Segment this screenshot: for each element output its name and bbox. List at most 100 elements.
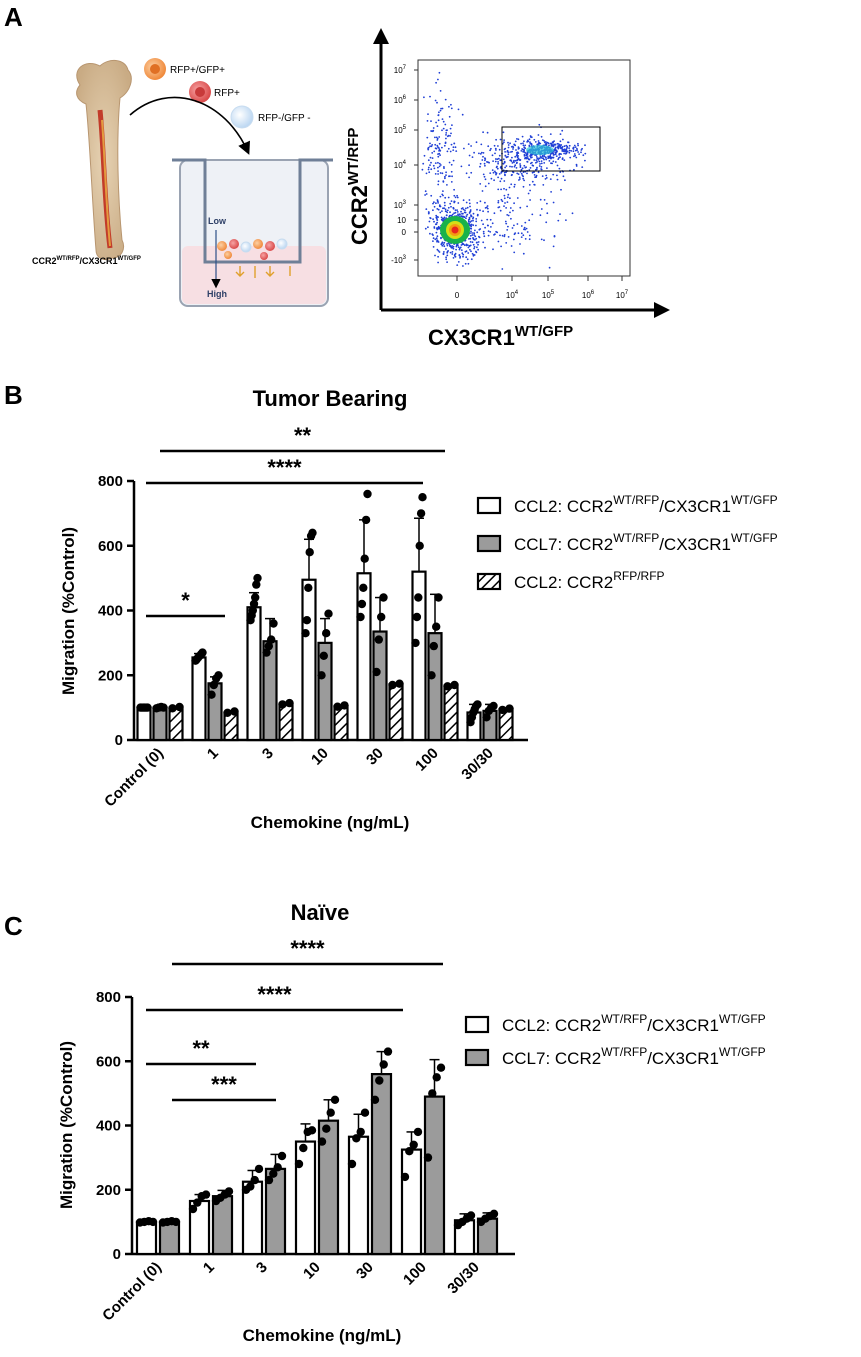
flow-event-dot [528, 238, 531, 241]
flow-event-dot [539, 163, 541, 165]
flow-event-dot [518, 158, 520, 161]
flow-event-dot [507, 225, 509, 228]
flow-event-dot [563, 152, 565, 155]
flow-event-dot [544, 141, 547, 143]
data-point [428, 1089, 437, 1098]
flow-event-dot [467, 222, 470, 225]
flow-event-dot [506, 214, 509, 216]
flow-event-dot [457, 261, 460, 263]
data-point [413, 1127, 423, 1137]
flow-event-dot [519, 164, 522, 167]
flow-event-dot [433, 167, 436, 170]
flow-event-dot [437, 250, 440, 252]
flow-event-dot [546, 167, 548, 170]
flow-event-dot [476, 231, 479, 234]
flow-event-dot [513, 233, 516, 236]
flow-event-dot [436, 101, 438, 104]
bar [400, 1148, 423, 1256]
flow-event-dot [497, 176, 499, 179]
flow-event-dot [531, 171, 534, 174]
flow-event-dot [479, 165, 481, 168]
flow-event-dot [424, 227, 427, 230]
flow-event-dot [463, 147, 465, 150]
flow-event-dot [451, 251, 454, 253]
data-point [262, 648, 271, 657]
flow-event-dot [482, 230, 485, 233]
flow-event-dot [538, 123, 541, 126]
flow-event-dot [434, 254, 436, 257]
flow-event-dot [503, 148, 506, 151]
flow-event-dot [520, 168, 523, 171]
flow-event-dot [452, 159, 455, 162]
cell-nucleus-icon [150, 64, 160, 74]
flow-event-dot [460, 249, 463, 252]
data-point [415, 541, 424, 550]
flow-event-dot [478, 228, 481, 231]
flow-event-dot [535, 156, 538, 158]
flow-event-dot [468, 199, 471, 201]
flow-event-dot [473, 232, 475, 234]
flow-event-dot [530, 143, 533, 146]
flow-event-dot [533, 159, 536, 161]
flow-event-dot [450, 143, 453, 146]
flow-event-dot [523, 151, 526, 154]
flow-event-dot [538, 160, 541, 163]
data-point [277, 1151, 287, 1161]
flow-event-dot [438, 162, 441, 165]
flow-event-dot [429, 156, 432, 159]
flow-event-dot [514, 155, 517, 158]
x-tick-label: 3 [253, 1259, 271, 1277]
flow-event-dot [506, 149, 509, 152]
bar [347, 1135, 370, 1256]
flow-event-dot [478, 152, 480, 155]
flow-event-dot [529, 162, 532, 165]
flow-event-dot [498, 148, 501, 151]
flow-event-dot [548, 160, 551, 162]
y-tick-label: 400 [96, 1118, 121, 1135]
x-tick-label: 1 [204, 745, 222, 763]
flow-event-dot [494, 147, 497, 150]
flow-event-dot [496, 158, 499, 161]
bar [278, 702, 294, 742]
flow-event-dot [503, 197, 506, 200]
flow-event-dot [550, 162, 552, 165]
flow-event-dot [516, 138, 518, 140]
flow-event-dot [472, 237, 474, 239]
flow-event-dot [543, 199, 546, 201]
flow-event-dot [561, 129, 564, 132]
flow-event-dot [437, 173, 439, 175]
data-point [330, 1095, 340, 1105]
flow-event-dot [519, 206, 522, 209]
flow-event-dot [456, 209, 458, 212]
flow-event-dot [498, 154, 501, 157]
data-point [317, 671, 326, 680]
data-point [143, 703, 152, 712]
flow-event-dot [522, 171, 525, 174]
data-point [246, 1182, 255, 1191]
flow-event-dot [500, 171, 503, 173]
flow-event-dot [424, 194, 426, 196]
flow-event-dot [512, 148, 514, 150]
flow-event-dot [475, 220, 478, 223]
flow-event-dot [522, 252, 525, 255]
data-point [498, 705, 507, 715]
flow-event-dot [501, 200, 504, 203]
flow-event-dot [549, 178, 552, 181]
flow-event-dot [543, 239, 545, 242]
flow-event-dot [542, 184, 545, 186]
flow-event-dot [559, 171, 562, 174]
flow-event-dot [519, 163, 521, 165]
flow-event-dot [520, 225, 523, 227]
data-point [379, 1060, 388, 1069]
flow-event-dot [441, 118, 444, 120]
flow-event-dot [573, 168, 575, 171]
chart-b-y-axis-title: Migration (%Control) [59, 527, 78, 695]
flow-event-dot [482, 173, 485, 176]
flow-event-dot [470, 250, 472, 253]
flow-event-dot [474, 239, 476, 241]
flow-event-dot [461, 212, 463, 215]
flow-event-dot [444, 177, 446, 180]
data-point [412, 612, 422, 622]
flow-density-core [451, 226, 459, 234]
flow-event-dot [438, 142, 441, 145]
